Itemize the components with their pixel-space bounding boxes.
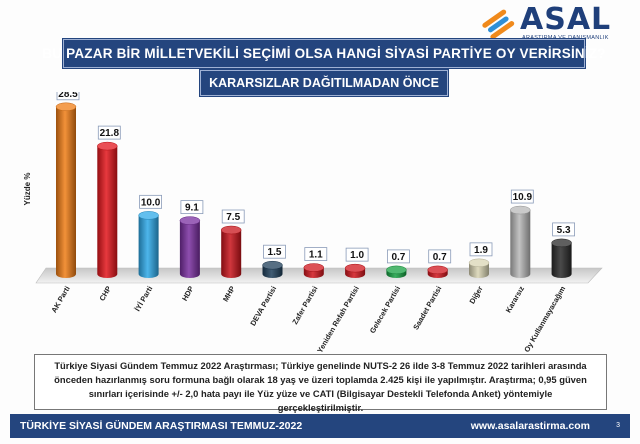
svg-text:10.9: 10.9 [513,192,533,203]
bar-6 [262,260,283,278]
value-label-8: 1.0 [345,247,369,262]
bar-7 [303,263,325,278]
bar-13 [551,238,572,278]
category-label-11: Diğer [467,284,484,305]
value-label-11: 1.9 [469,242,493,257]
svg-text:1.1: 1.1 [309,250,323,261]
bar-5 [220,225,242,278]
footer-website-link[interactable]: www.asalarastirma.com [470,420,590,432]
category-label-4: HDP [180,284,196,302]
bar-2 [97,141,118,278]
bar-1 [55,102,77,278]
value-label-10: 0.7 [428,249,452,264]
asal-logo: ASAL ARAŞTIRMA VE DANIŞMANLIK [478,2,628,46]
svg-text:5.3: 5.3 [557,225,571,236]
svg-text:0.7: 0.7 [433,252,447,263]
logo-text: ASAL [520,2,612,37]
logo-subtitle: ARAŞTIRMA VE DANIŞMANLIK [522,35,609,41]
bar-12 [510,205,531,278]
svg-text:1.5: 1.5 [268,247,282,258]
asal-logo-icon [482,9,515,40]
category-label-12: Kararsız [504,284,527,314]
svg-text:28.5: 28.5 [58,92,78,100]
value-label-9: 0.7 [386,249,410,264]
svg-text:10.0: 10.0 [141,197,161,208]
svg-text:9.1: 9.1 [185,203,199,214]
bar-8 [344,263,366,278]
category-label-9: Gelecek Partisi [368,285,402,335]
svg-text:1.9: 1.9 [474,245,488,256]
page-number: 3 [616,422,620,429]
value-label-6: 1.5 [263,244,286,259]
category-label-1: AK Parti [49,285,71,315]
footer-title: TÜRKİYE SİYASİ GÜNDEM ARAŞTIRMASI TEMMUZ… [20,420,303,432]
svg-text:0.7: 0.7 [391,252,405,263]
y-axis-label: Yüzde % [23,173,32,206]
category-label-6: DEVA Partisi [248,285,278,328]
bar-3 [138,211,159,278]
bar-10 [427,265,448,278]
methodology-note-text: Türkiye Siyasi Gündem Temmuz 2022 Araştı… [54,360,587,413]
value-label-12: 10.9 [510,189,534,204]
value-label-13: 5.3 [552,222,575,237]
value-label-3: 10.0 [139,194,163,209]
category-label-3: İYİ Parti [133,285,155,313]
category-label-13: Oy Kullanmayacağım [522,284,567,354]
value-label-5: 7.5 [221,209,245,224]
bar-9 [386,265,407,278]
value-label-7: 1.1 [304,247,328,261]
footer-bar: TÜRKİYE SİYASİ GÜNDEM ARAŞTIRMASI TEMMUZ… [10,414,630,438]
svg-text:21.8: 21.8 [100,128,120,139]
category-label-5: MHP [221,284,237,303]
svg-text:7.5: 7.5 [226,212,240,223]
value-label-1: 28.5 [56,92,80,101]
bar-11 [468,258,490,278]
value-label-4: 9.1 [180,200,204,215]
svg-text:1.0: 1.0 [350,250,364,261]
category-label-10: Saadet Partisi [411,285,443,332]
methodology-note: Türkiye Siyasi Gündem Temmuz 2022 Araştı… [34,354,607,413]
chart-subtitle: KARARSIZLAR DAĞITILMADAN ÖNCE [200,70,448,96]
chart-question-title: BU PAZAR BİR MİLLETVEKİLİ SEÇİMİ OLSA HA… [42,39,606,68]
bar-4 [179,216,201,278]
value-label-2: 21.8 [97,125,121,140]
category-label-7: Zafer Partisi [290,285,319,327]
category-label-8: Yeniden Refah Partisi [315,285,361,355]
category-label-2: CHP [97,284,113,302]
bar-chart: Yüzde % 28.5 21.8 10.0 9.1 7.5 1.5 1.1 1.0 0.7 0.… [23,92,603,355]
